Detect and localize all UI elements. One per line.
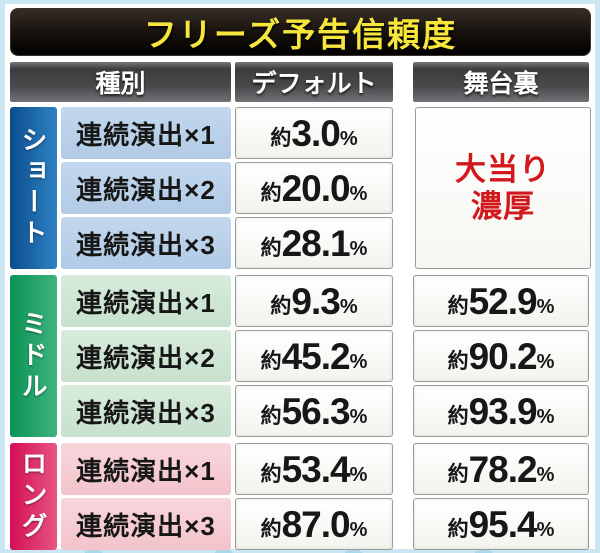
percent-sign: % (339, 295, 358, 318)
table-row: 連続演出×1 約 53.4% 約 78.2% (61, 443, 589, 495)
page-title: フリーズ予告信頼度 (143, 16, 458, 53)
approx-prefix: 約 (260, 405, 282, 428)
percent-sign: % (349, 405, 368, 428)
backstage-value-cell: 約 78.2% (413, 443, 589, 495)
backstage-merged-line: 濃厚 (471, 189, 535, 224)
default-value-cell: 約 45.2% (235, 330, 393, 382)
backstage-value-cell: 約 90.2% (413, 330, 589, 382)
table-header: 種別 デフォルト 舞台裏 (10, 62, 591, 102)
percent-sign: % (536, 463, 555, 486)
table-row: 連続演出×1 約 3.0% (61, 107, 393, 159)
table-panel: フリーズ予告信頼度 種別 デフォルト 舞台裏 ショート 連続演出×1 約 3.0% 連続… (5, 4, 595, 550)
approx-prefix: 約 (447, 463, 469, 486)
header-default: デフォルト (235, 62, 393, 102)
table-row: 連続演出×1 約 9.3% 約 52.9% (61, 275, 589, 327)
section-label: ロング (18, 450, 48, 543)
percent-sign: % (536, 518, 555, 541)
percent-sign: % (349, 518, 368, 541)
approx-prefix: 約 (260, 182, 282, 205)
backstage-merged-line: 大当り (455, 151, 551, 187)
percent-number: 87.0 (281, 504, 351, 545)
section-label-bar: ショート (10, 107, 57, 269)
percent-number: 95.4 (468, 504, 538, 545)
percent-sign: % (349, 463, 368, 486)
row-label: 連続演出×2 (61, 162, 231, 214)
percent-number: 78.2 (468, 449, 538, 490)
percent-number: 3.0 (291, 113, 340, 154)
percent-number: 56.3 (281, 391, 351, 432)
default-value-cell: 約 9.3% (235, 275, 393, 327)
header-backstage: 舞台裏 (413, 62, 589, 102)
percent-number: 9.3 (291, 281, 340, 322)
table-row: 連続演出×3 約 87.0% 約 95.4% (61, 498, 589, 550)
percent-number: 20.0 (281, 168, 351, 209)
backstage-value-cell: 約 52.9% (413, 275, 589, 327)
percent-sign: % (339, 127, 358, 150)
approx-prefix: 約 (270, 127, 292, 150)
header-type: 種別 (10, 62, 231, 102)
approx-prefix: 約 (260, 518, 282, 541)
approx-prefix: 約 (270, 295, 292, 318)
section-long: ロング 連続演出×1 約 53.4% 約 78.2% 連続演出×3 約 87.0% 約 95.4% (10, 443, 591, 550)
row-label: 連続演出×1 (61, 275, 231, 327)
table-row: 連続演出×3 約 28.1% (61, 217, 393, 269)
percent-sign: % (536, 350, 555, 373)
row-label: 連続演出×1 (61, 443, 231, 495)
approx-prefix: 約 (260, 350, 282, 373)
default-value-cell: 約 87.0% (235, 498, 393, 550)
approx-prefix: 約 (260, 237, 282, 260)
row-label: 連続演出×1 (61, 107, 231, 159)
approx-prefix: 約 (447, 405, 469, 428)
table-row: 連続演出×3 約 56.3% 約 93.9% (61, 385, 589, 437)
title-bar: フリーズ予告信頼度 (10, 8, 591, 56)
percent-number: 28.1 (281, 223, 351, 264)
section-rows: 連続演出×1 約 3.0% 連続演出×2 約 20.0% 連続演出×3 約 28.1% (61, 107, 393, 269)
percent-sign: % (349, 182, 368, 205)
section-label-bar: ミドル (10, 275, 57, 437)
default-value-cell: 約 3.0% (235, 107, 393, 159)
percent-number: 93.9 (468, 391, 538, 432)
section-label: ミドル (18, 309, 48, 403)
approx-prefix: 約 (447, 518, 469, 541)
table-row: 連続演出×2 約 45.2% 約 90.2% (61, 330, 589, 382)
default-value-cell: 約 56.3% (235, 385, 393, 437)
section-middle: ミドル 連続演出×1 約 9.3% 約 52.9% 連続演出×2 約 45.2% 約 90.2% 連続… (10, 275, 591, 437)
approx-prefix: 約 (447, 350, 469, 373)
section-short: ショート 連続演出×1 約 3.0% 連続演出×2 約 20.0% 連続演出×3 約 28.1% 大… (10, 107, 591, 269)
percent-sign: % (536, 405, 555, 428)
table-body: ショート 連続演出×1 約 3.0% 連続演出×2 約 20.0% 連続演出×3 約 28.1% 大… (10, 107, 591, 550)
percent-number: 45.2 (281, 336, 351, 377)
percent-number: 90.2 (468, 336, 538, 377)
row-label: 連続演出×3 (61, 385, 231, 437)
section-rows: 連続演出×1 約 53.4% 約 78.2% 連続演出×3 約 87.0% 約 95.4% (61, 443, 589, 550)
default-value-cell: 約 28.1% (235, 217, 393, 269)
backstage-value-cell: 約 95.4% (413, 498, 589, 550)
row-label: 連続演出×2 (61, 330, 231, 382)
percent-sign: % (349, 237, 368, 260)
section-label: ショート (18, 126, 48, 250)
table-row: 連続演出×2 約 20.0% (61, 162, 393, 214)
percent-number: 52.9 (468, 281, 538, 322)
section-rows: 連続演出×1 約 9.3% 約 52.9% 連続演出×2 約 45.2% 約 90.2% 連続演出×… (61, 275, 589, 437)
row-label: 連続演出×3 (61, 217, 231, 269)
approx-prefix: 約 (260, 463, 282, 486)
backstage-value-cell: 約 93.9% (413, 385, 589, 437)
approx-prefix: 約 (447, 295, 469, 318)
section-label-bar: ロング (10, 443, 57, 550)
percent-number: 53.4 (281, 449, 351, 490)
backstage-merged-cell: 大当り 濃厚 (415, 107, 591, 269)
row-label: 連続演出×3 (61, 498, 231, 550)
default-value-cell: 約 20.0% (235, 162, 393, 214)
percent-sign: % (349, 350, 368, 373)
default-value-cell: 約 53.4% (235, 443, 393, 495)
percent-sign: % (536, 295, 555, 318)
